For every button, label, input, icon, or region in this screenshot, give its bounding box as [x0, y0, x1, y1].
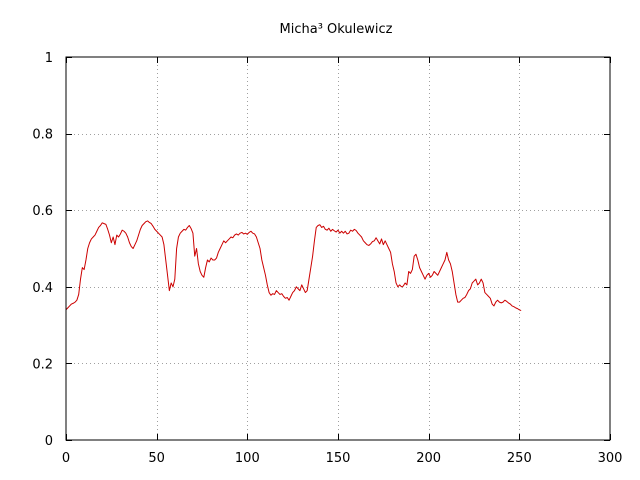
x-tick-label: 200	[416, 451, 441, 466]
chart-title: Micha³ Okulewicz	[280, 22, 393, 37]
y-tick-label: 0.2	[32, 357, 53, 372]
grid	[66, 57, 610, 440]
x-tick-label: 300	[598, 451, 623, 466]
series-layer	[65, 220, 522, 312]
series-line	[65, 220, 522, 312]
x-tick-label: 0	[62, 451, 70, 466]
x-tick-label: 150	[326, 451, 351, 466]
x-tick-label: 250	[507, 451, 532, 466]
y-tick-label: 0.8	[32, 128, 53, 143]
x-tick-label: 100	[235, 451, 260, 466]
y-tick-label: 0	[45, 434, 53, 449]
x-tick-label: 50	[148, 451, 165, 466]
y-tick-label: 1	[45, 51, 53, 66]
y-tick-label: 0.6	[32, 204, 53, 219]
tick-labels: 0 50 100 150 200 250 300 0 0.2 0.4 0.6 0.8 1	[32, 51, 622, 466]
y-tick-label: 0.4	[32, 281, 53, 296]
plot-frame	[65, 56, 611, 441]
